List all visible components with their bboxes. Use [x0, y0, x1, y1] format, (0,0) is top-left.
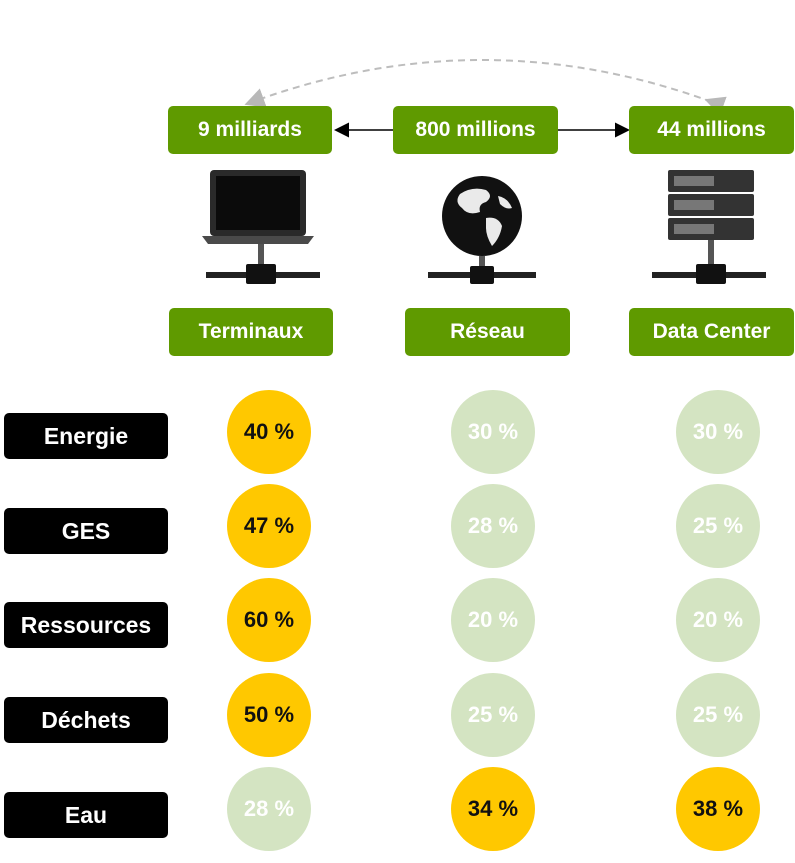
row-label-eau: Eau	[4, 792, 168, 838]
row-label-ges: GES	[4, 508, 168, 554]
value-dechets-reseau: 25 %	[451, 673, 535, 757]
value-eau-reseau: 34 %	[451, 767, 535, 851]
row-label-dechets: Déchets	[4, 697, 168, 743]
value-ressources-datacenter: 20 %	[676, 578, 760, 662]
column-label-datacenter: Data Center	[629, 308, 794, 356]
value-eau-terminaux: 28 %	[227, 767, 311, 851]
value-ges-reseau: 28 %	[451, 484, 535, 568]
value-energie-datacenter: 30 %	[676, 390, 760, 474]
count-reseau: 800 millions	[393, 106, 558, 154]
globe-network-icon	[428, 176, 536, 284]
column-label-terminaux: Terminaux	[169, 308, 333, 356]
value-dechets-datacenter: 25 %	[676, 673, 760, 757]
laptop-network-icon	[202, 170, 320, 284]
dashed-arc-arrow	[244, 59, 727, 116]
row-label-energie: Energie	[4, 413, 168, 459]
value-dechets-terminaux: 50 %	[227, 673, 311, 757]
value-energie-terminaux: 40 %	[227, 390, 311, 474]
value-eau-datacenter: 38 %	[676, 767, 760, 851]
value-ges-terminaux: 47 %	[227, 484, 311, 568]
count-terminaux: 9 milliards	[168, 106, 332, 154]
row-label-ressources: Ressources	[4, 602, 168, 648]
value-ges-datacenter: 25 %	[676, 484, 760, 568]
connector-arrows	[244, 59, 727, 138]
value-ressources-terminaux: 60 %	[227, 578, 311, 662]
count-datacenter: 44 millions	[629, 106, 794, 154]
server-network-icon	[652, 170, 766, 284]
value-energie-reseau: 30 %	[451, 390, 535, 474]
column-label-reseau: Réseau	[405, 308, 570, 356]
value-ressources-reseau: 20 %	[451, 578, 535, 662]
